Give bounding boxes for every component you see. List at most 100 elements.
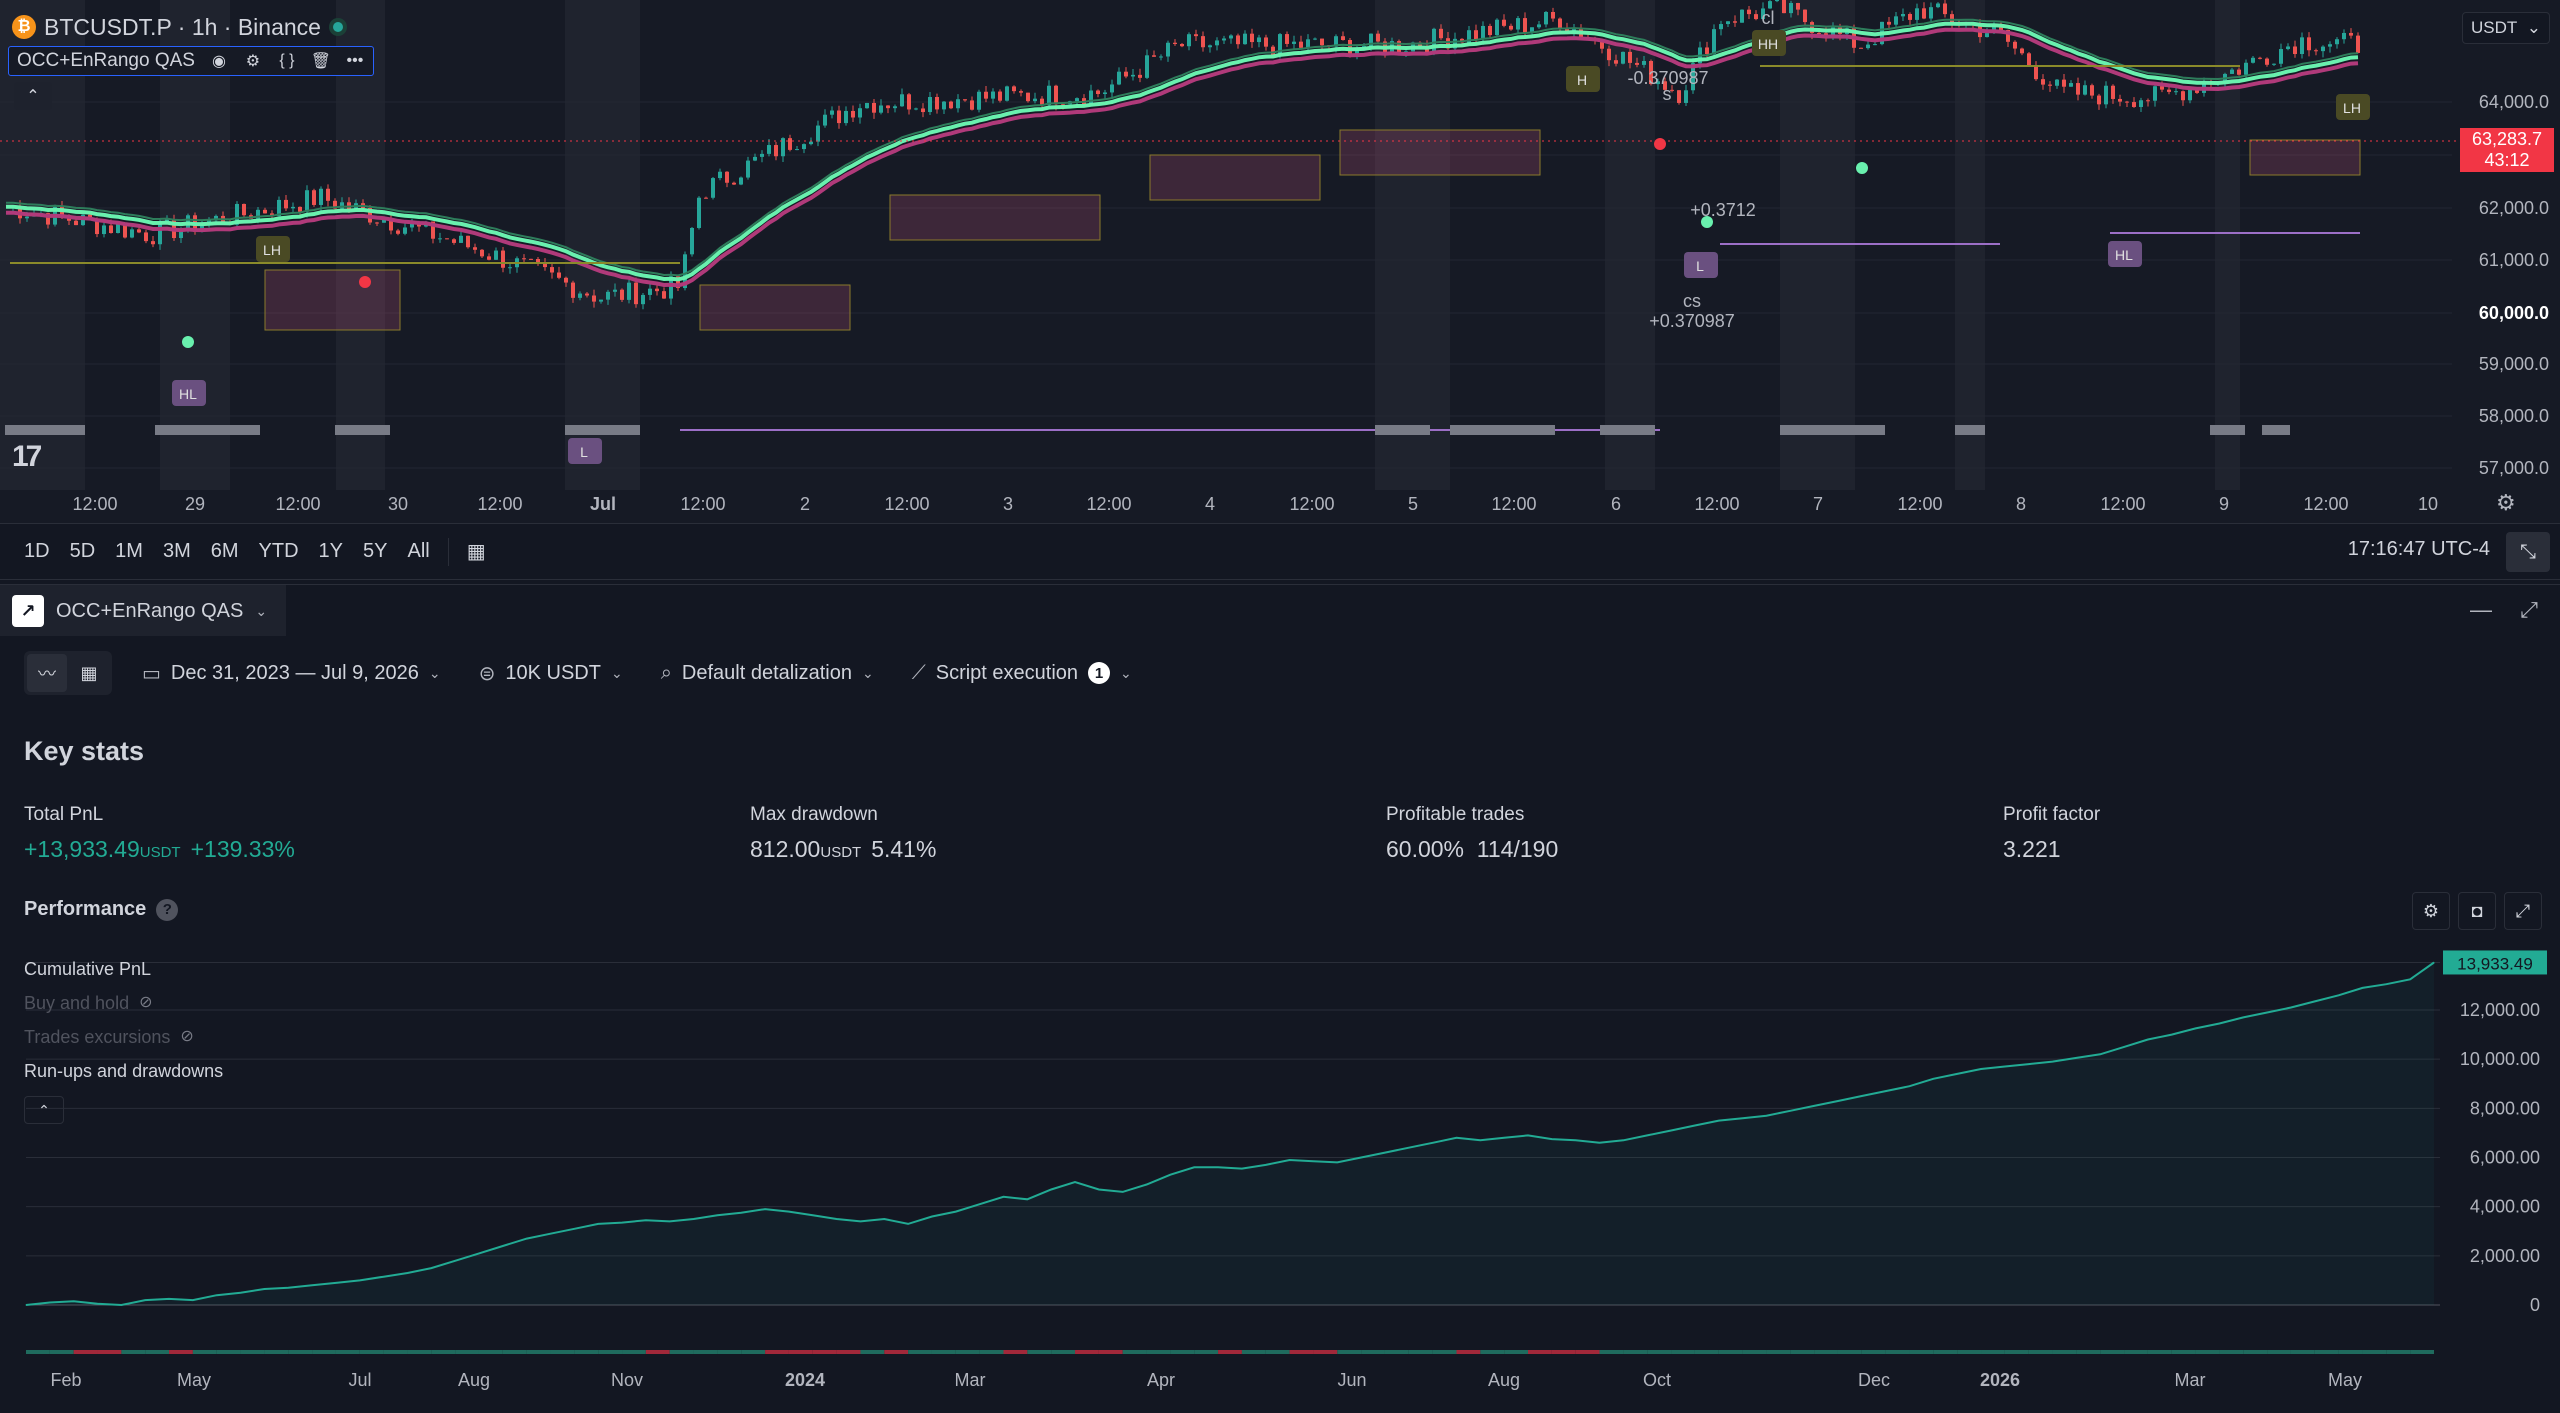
eye-icon[interactable]: ◉ <box>211 53 226 70</box>
range-all[interactable]: All <box>407 540 430 562</box>
settings-icon[interactable]: ⚙ <box>245 53 261 70</box>
legend-collapse-button[interactable]: ⌃ <box>24 1096 64 1124</box>
range-ytd[interactable]: YTD <box>258 540 299 562</box>
legend-runups[interactable]: Run-ups and drawdowns <box>24 1054 223 1088</box>
minimize-icon[interactable]: — <box>2470 597 2492 622</box>
detalization-select[interactable]: ⌕ Default detalization ⌄ <box>653 653 882 693</box>
symbol-header[interactable]: ₿ BTCUSDT.P · 1h · Binance <box>12 12 347 42</box>
candle-body <box>1159 56 1163 58</box>
candle-body <box>543 262 547 268</box>
candle-body <box>1649 60 1653 85</box>
restore-panel-button[interactable]: ⤡ <box>2506 532 2550 572</box>
data-point <box>502 1245 504 1247</box>
capital-select[interactable]: ⊜ 10K USDT ⌄ <box>471 653 631 693</box>
candle-body <box>2055 79 2059 86</box>
capital-label: 10K USDT <box>505 661 601 684</box>
data-point <box>2385 983 2387 985</box>
candle-body <box>1831 27 1835 39</box>
candle-body <box>893 106 897 109</box>
legend-cumulative[interactable]: Cumulative PnL <box>24 952 223 986</box>
candle-body <box>648 288 652 295</box>
runup-drawdown-bar <box>169 1350 193 1354</box>
stat-main: 60.00% <box>1386 836 1465 862</box>
calendar-icon[interactable]: ▦ <box>466 541 486 563</box>
runup-drawdown-bar <box>216 1350 241 1354</box>
calendar-icon: ▭ <box>142 662 161 685</box>
indicator-name[interactable]: OCC+EnRango QAS <box>17 50 195 71</box>
stat-value: 812.00USDT 5.41% <box>750 836 936 863</box>
chart-view-button[interactable]: 〰 <box>27 654 67 692</box>
chart-settings-icon[interactable]: ⚙ <box>2496 490 2516 515</box>
date-range-select[interactable]: ▭ Dec 31, 2023 — Jul 9, 2026 ⌄ <box>134 653 449 693</box>
price-chart[interactable]: 64,000.063,000.062,000.061,000.060,000.0… <box>0 0 2560 524</box>
candle-body <box>1768 1 1772 9</box>
data-point <box>1789 1110 1791 1112</box>
data-point <box>49 1302 51 1304</box>
range-5d[interactable]: 5D <box>69 540 96 562</box>
eye-off-icon[interactable]: ⊘ <box>180 1028 194 1045</box>
execution-select[interactable]: ⟋ Script execution 1 ⌄ <box>904 653 1140 693</box>
snapshot-button[interactable]: ◘ <box>2458 892 2496 930</box>
range-6m[interactable]: 6M <box>210 540 239 562</box>
symbol-title[interactable]: BTCUSDT.P · 1h · Binance <box>44 13 321 40</box>
range-1d[interactable]: 1D <box>24 540 50 562</box>
range-3m[interactable]: 3M <box>162 540 191 562</box>
data-point <box>1622 1139 1624 1141</box>
data-point <box>1312 1160 1314 1162</box>
range-1y[interactable]: 1Y <box>318 540 344 562</box>
fullscreen-button[interactable]: ⤢ <box>2504 892 2542 930</box>
clock[interactable]: 17:16:47 UTC-4 <box>2347 538 2490 560</box>
candle-body <box>1789 3 1793 14</box>
tradingview-logo[interactable]: 17 <box>12 440 42 473</box>
data-point <box>335 1282 337 1284</box>
currency-select[interactable]: USDT ⌄ <box>2462 12 2550 44</box>
runup-drawdown-bar <box>836 1350 861 1354</box>
time-axis-label: 12:00 <box>2100 494 2145 514</box>
x-tick-label: Dec <box>1858 1370 1890 1390</box>
trash-icon[interactable]: 🗑 <box>310 53 332 70</box>
line-chart-icon: 〰 <box>38 664 56 684</box>
indicator-legend[interactable]: OCC+EnRango QAS ◉ ⚙ { } 🗑 ••• <box>8 46 374 76</box>
candle-body <box>1005 86 1009 101</box>
candle-body <box>242 203 246 216</box>
maximize-icon[interactable]: ⤢ <box>2520 597 2538 622</box>
candle-body <box>1705 47 1709 55</box>
range-5y[interactable]: 5Y <box>363 540 388 562</box>
candle-body <box>25 216 29 219</box>
more-icon[interactable]: ••• <box>346 52 364 69</box>
session-bar <box>565 425 640 435</box>
candle-body <box>781 138 785 157</box>
stat-extra: 114/190 <box>1476 836 1559 862</box>
runup-drawdown-bar <box>979 1350 1004 1354</box>
runup-drawdown-bar <box>2195 1350 2220 1354</box>
candle-body <box>1502 19 1506 26</box>
runup-drawdown-bar <box>431 1350 456 1354</box>
gear-icon: ⚙ <box>2422 900 2440 921</box>
price-chart-pane[interactable]: 64,000.063,000.062,000.061,000.060,000.0… <box>0 0 2560 524</box>
source-code-icon[interactable]: { } <box>279 52 295 69</box>
performance-chart[interactable]: 12,000.00 10,000.00 8,000.00 6,000.00 4,000.… <box>0 936 2560 1413</box>
range-box <box>1339 129 1541 176</box>
x-tick-label: Oct <box>1643 1370 1671 1390</box>
strategy-tab[interactable]: ↗ OCC+EnRango QAS ⌄ <box>0 585 286 637</box>
data-point <box>1503 1137 1505 1139</box>
eye-off-icon[interactable]: ⊘ <box>139 994 153 1011</box>
legend-excursions[interactable]: Trades excursions ⊘ <box>24 1020 223 1054</box>
collapse-legend-button[interactable]: ⌃ <box>14 82 52 110</box>
data-point <box>1432 1142 1434 1144</box>
range-1m[interactable]: 1M <box>115 540 143 562</box>
y-tick-label: 6,000.00 <box>2470 1148 2540 1168</box>
candle-body <box>1600 40 1604 49</box>
data-point <box>2052 1061 2054 1063</box>
help-icon[interactable]: ? <box>156 898 179 921</box>
candle-body <box>1026 92 1030 102</box>
candle-body <box>1810 22 1814 33</box>
candle-body <box>1943 3 1947 15</box>
time-axis-label: 6 <box>1611 494 1621 514</box>
table-view-button[interactable]: ▦ <box>69 654 109 692</box>
legend-buy-hold[interactable]: Buy and hold ⊘ <box>24 986 223 1020</box>
candle-body <box>844 110 848 124</box>
candle-body <box>1117 71 1121 85</box>
signal-dot <box>1654 138 1666 150</box>
settings-button[interactable]: ⚙ <box>2412 892 2450 930</box>
